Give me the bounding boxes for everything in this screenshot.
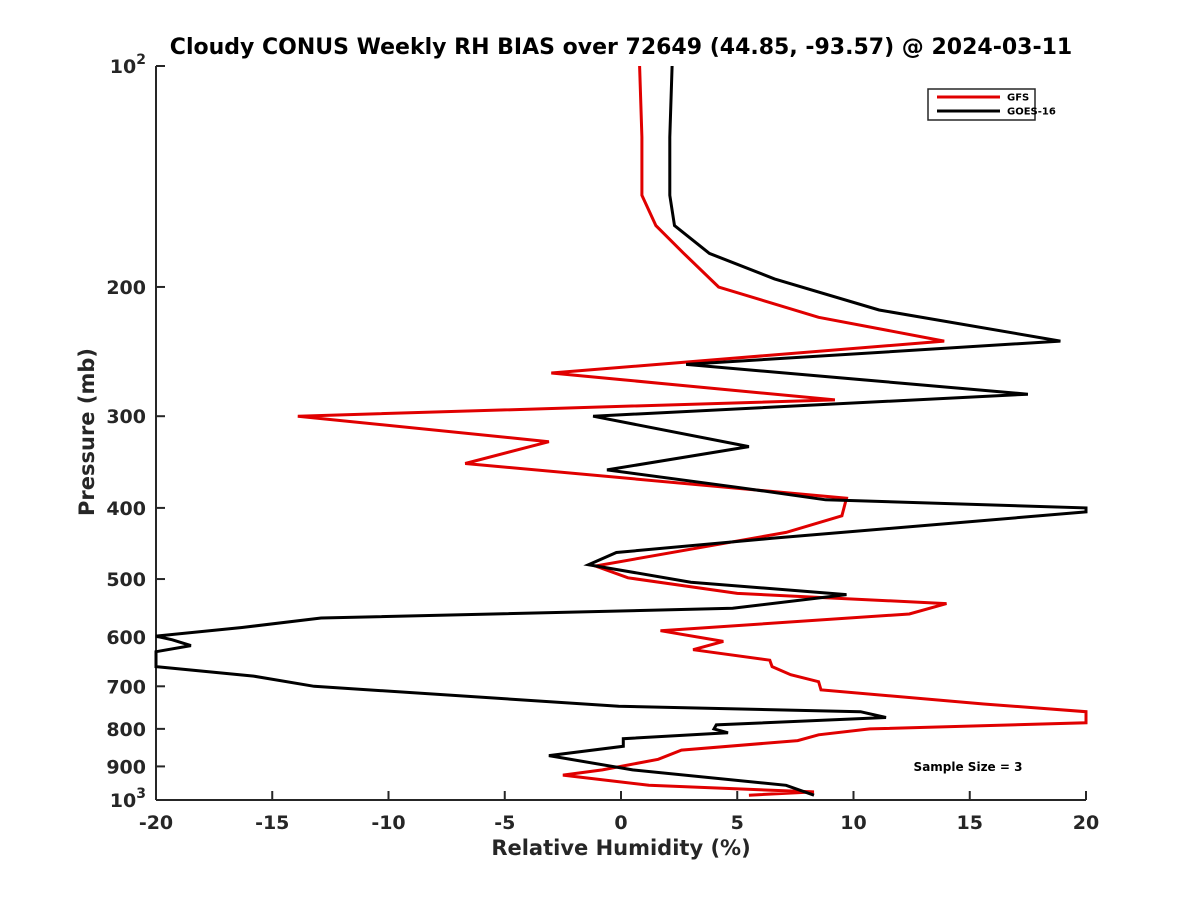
x-tick-label: -10 xyxy=(371,812,405,834)
x-tick-label: -5 xyxy=(494,812,515,834)
y-tick-label: 600 xyxy=(106,627,146,649)
y-tick-label: 700 xyxy=(106,676,146,698)
legend: GFS GOES-16 xyxy=(927,88,1056,121)
sample-size-annotation: Sample Size = 3 xyxy=(914,760,1023,774)
y-tick-label: 300 xyxy=(106,406,146,428)
y-tick-label: 103 xyxy=(110,786,146,812)
x-tick-label: 20 xyxy=(1073,812,1099,834)
legend-label: GOES-16 xyxy=(1007,107,1056,118)
y-tick-label: 900 xyxy=(106,756,146,778)
y-tick-label: 102 xyxy=(110,52,146,78)
y-tick-label: 500 xyxy=(106,569,146,591)
series-line-goes-16 xyxy=(154,65,1088,797)
legend-label: GFS xyxy=(1007,93,1029,104)
y-axis-label: Pressure (mb) xyxy=(75,348,99,516)
x-tick-label: 10 xyxy=(840,812,866,834)
y-tick-label: 400 xyxy=(106,498,146,520)
plot-area: -20 -15 -10 -5 0 5 10 15 20 102 200 300 400 500 600 700… xyxy=(106,52,1099,834)
x-tick-label: -20 xyxy=(139,812,173,834)
x-tick-label: -15 xyxy=(255,812,289,834)
legend-box xyxy=(927,88,1036,121)
x-tick-label: 5 xyxy=(731,812,744,834)
chart-title: Cloudy CONUS Weekly RH BIAS over 72649 (… xyxy=(170,35,1072,60)
y-tick-label: 800 xyxy=(106,719,146,741)
x-tick-label: 0 xyxy=(614,812,627,834)
x-tick-label: 15 xyxy=(957,812,983,834)
y-tick-label: 200 xyxy=(106,277,146,299)
series-line-gfs xyxy=(297,65,1088,797)
x-axis-label: Relative Humidity (%) xyxy=(491,836,750,860)
